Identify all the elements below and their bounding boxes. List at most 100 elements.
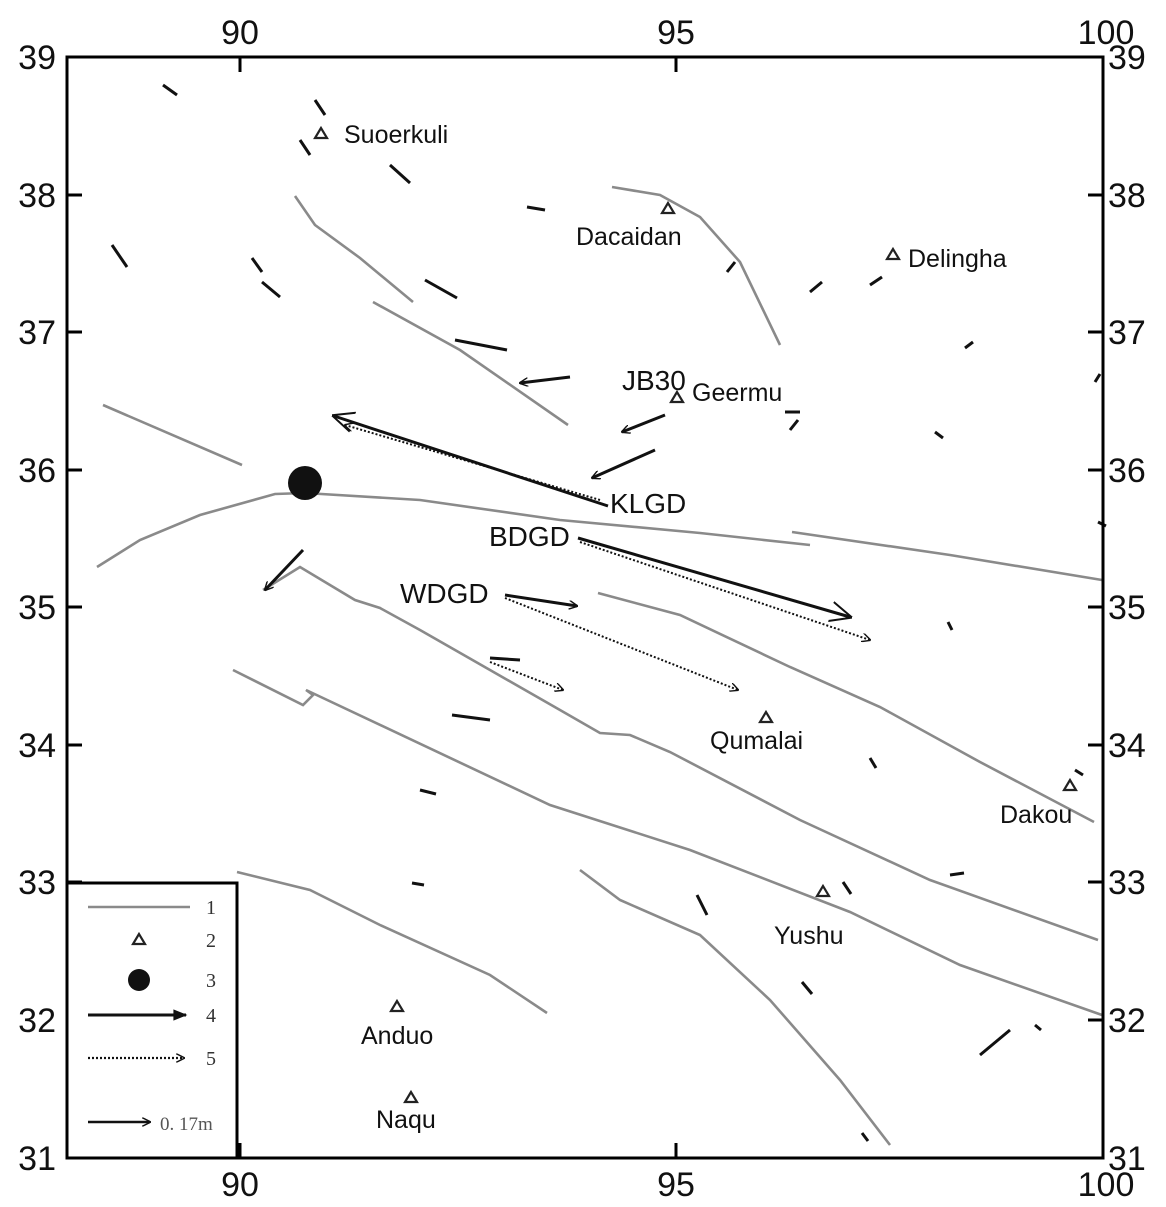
x-tick-label: 95 (657, 14, 695, 52)
fault-line (611, 185, 782, 346)
triangle-icon (885, 246, 901, 261)
y-tick-label: 38 (1108, 177, 1146, 215)
displacement-mark (1093, 373, 1102, 383)
station-label-jb30: JB30 (622, 365, 686, 396)
filled-circle-icon (128, 969, 150, 991)
displacement-mark (869, 275, 883, 287)
station-labels: JB30 KLGD BDGD WDGD (400, 365, 686, 609)
displacement-ticks (110, 83, 1107, 1142)
displacement-mark (1034, 1023, 1042, 1032)
place-label-qumalai: Qumalai (710, 727, 803, 755)
displacement-mark (868, 757, 878, 769)
fault-line (791, 530, 1103, 582)
displacement-mark (162, 83, 178, 97)
legend-label-3: 3 (206, 970, 216, 992)
y-tick-label: 36 (18, 452, 56, 490)
place-label-geermu: Geermu (692, 379, 782, 407)
legend-label-1: 1 (206, 897, 216, 919)
displacement-mark (110, 244, 129, 268)
observed-arrow (265, 548, 305, 590)
triangle-icon (758, 709, 774, 724)
displacement-mark (411, 881, 425, 887)
triangle-icon (131, 931, 147, 946)
simulated-arrow (579, 541, 870, 640)
fault-line (236, 870, 548, 1015)
legend: 1 2 3 4 5 0. 17m (65, 881, 239, 1160)
fault-line (579, 868, 892, 1146)
place-labels: Suoerkuli Dacaidan Delingha Geermu Qumal… (344, 121, 1072, 1134)
legend-label-2: 2 (206, 930, 216, 952)
triangle-icon (815, 883, 831, 898)
triangle-icon (403, 1089, 419, 1104)
y-tick-label: 39 (1108, 39, 1146, 77)
displacement-mark (261, 280, 281, 299)
triangle-icon (389, 998, 405, 1013)
y-tick-label: 34 (1108, 727, 1146, 765)
displacement-mark (785, 410, 800, 431)
displacement-mark (388, 163, 412, 185)
displacement-mark (526, 205, 546, 212)
y-tick-label: 33 (18, 864, 56, 902)
y-tick-label: 31 (1108, 1140, 1146, 1178)
displacement-mark (934, 430, 944, 440)
x-tick-label: 100 (1078, 14, 1135, 52)
place-label-dacaidan: Dacaidan (576, 223, 682, 251)
station-markers (313, 125, 1078, 1104)
y-tick-label: 36 (1108, 452, 1146, 490)
y-tick-label: 37 (18, 314, 56, 352)
observed-arrow (489, 656, 521, 662)
observed-arrow (334, 416, 609, 508)
observed-displacements (265, 375, 850, 662)
fault-line (96, 491, 811, 569)
displacement-mark (451, 713, 491, 722)
station-label-wdgd: WDGD (400, 578, 489, 609)
y-tick-label: 33 (1108, 864, 1146, 902)
simulated-arrow (489, 661, 563, 690)
y-tick-label: 32 (1108, 1002, 1146, 1040)
epicenter-marker (288, 466, 322, 500)
simulated-displacements (345, 425, 870, 690)
legend-scale-label: 0. 17m (160, 1114, 213, 1135)
displacement-mark (454, 338, 508, 352)
y-tick-label: 35 (18, 589, 56, 627)
displacement-mark (860, 1132, 870, 1142)
triangle-icon (669, 389, 685, 404)
triangle-icon (1062, 777, 1078, 792)
displacement-mark (809, 280, 823, 294)
displacement-mark (419, 788, 437, 796)
observed-arrow (577, 536, 850, 617)
displacement-mark (298, 139, 312, 156)
fault-line (293, 195, 414, 304)
y-tick-labels-right: 39 38 37 36 35 34 33 32 31 (1108, 39, 1146, 1178)
displacement-mark (1074, 768, 1084, 777)
y-tick-label: 38 (18, 177, 56, 215)
displacement-mark (800, 981, 814, 995)
observed-arrow (520, 375, 571, 383)
y-tick-label: 35 (1108, 589, 1146, 627)
y-tick-label: 37 (1108, 314, 1146, 352)
fault-line (372, 300, 569, 427)
displacement-mark (695, 894, 709, 916)
simulated-arrow (345, 425, 601, 501)
triangle-icon (313, 125, 329, 140)
y-tick-label: 39 (18, 39, 56, 77)
displacement-mark (424, 278, 458, 300)
place-label-yushu: Yushu (774, 922, 844, 950)
displacement-mark (250, 257, 264, 273)
simulated-arrow (504, 597, 738, 690)
legend-label-5: 5 (206, 1048, 216, 1070)
y-tick-label: 34 (18, 727, 56, 765)
fault-lines (96, 185, 1103, 1146)
station-label-klgd: KLGD (610, 488, 686, 519)
displacement-mark (946, 621, 954, 631)
observed-arrow (622, 413, 666, 432)
y-tick-labels-left: 39 38 37 36 35 34 33 32 31 (18, 39, 56, 1178)
x-tick-label: 100 (1078, 1166, 1135, 1204)
displacement-mark (313, 99, 327, 116)
x-tick-label: 95 (657, 1166, 695, 1204)
triangle-icon (660, 200, 676, 215)
x-tick-labels-bottom: 90 95 100 (221, 1166, 1134, 1204)
place-label-suoerkuli: Suoerkuli (344, 121, 448, 149)
place-label-dakou: Dakou (1000, 801, 1072, 829)
